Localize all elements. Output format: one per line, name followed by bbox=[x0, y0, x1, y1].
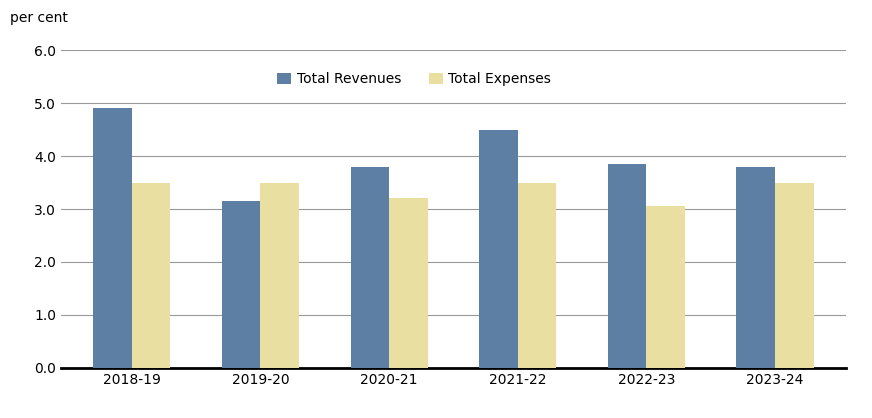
Bar bbox=[737, 167, 775, 368]
Bar bbox=[608, 164, 646, 368]
Bar bbox=[646, 206, 685, 368]
Legend: Total Revenues, Total Expenses: Total Revenues, Total Expenses bbox=[272, 66, 556, 92]
Bar bbox=[221, 201, 261, 368]
Bar bbox=[132, 183, 170, 368]
Bar bbox=[389, 199, 427, 368]
Bar bbox=[93, 108, 132, 368]
Bar bbox=[775, 183, 814, 368]
Bar bbox=[351, 167, 389, 368]
Bar bbox=[480, 130, 518, 368]
Bar bbox=[261, 183, 299, 368]
Text: per cent: per cent bbox=[10, 11, 68, 25]
Bar bbox=[518, 183, 556, 368]
